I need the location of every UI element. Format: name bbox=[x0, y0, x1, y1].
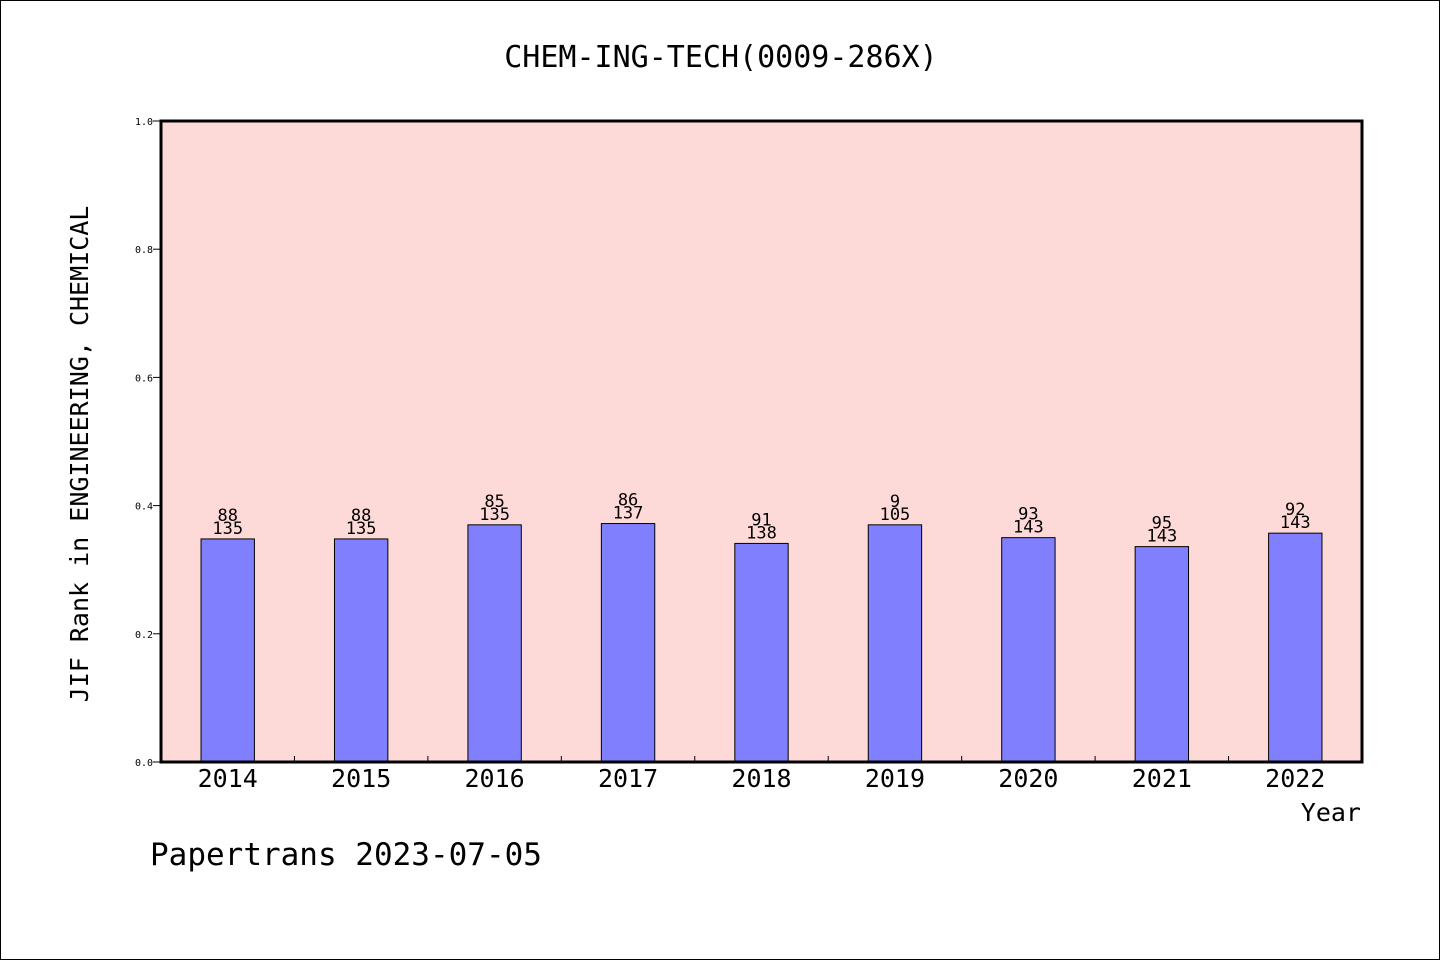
bar-total-label: 143 bbox=[1013, 518, 1044, 538]
y-tick-label: 1.0 bbox=[135, 117, 153, 128]
y-tick-label: 0.2 bbox=[135, 630, 153, 641]
bar-total-label: 105 bbox=[880, 505, 911, 525]
bar-rank-label: 92 bbox=[1285, 500, 1305, 520]
bar-total-label: 135 bbox=[346, 519, 377, 539]
y-tick-label: 0.6 bbox=[135, 373, 153, 384]
y-axis-ticks: 0.0 0.2 0.4 0.6 0.8 1.0 bbox=[135, 117, 161, 769]
x-tick-label: 2022 bbox=[1265, 764, 1325, 793]
bar-rank-label: 88 bbox=[217, 506, 237, 526]
bar-2015 bbox=[333, 538, 389, 763]
bar-rank-label: 86 bbox=[618, 491, 638, 511]
bar-rank-label: 91 bbox=[751, 510, 771, 530]
bars-layer bbox=[200, 523, 1323, 763]
bar-total-label: 137 bbox=[613, 504, 644, 524]
footer-text: Papertrans 2023-07-05 bbox=[150, 837, 542, 873]
chart-title: CHEM-ING-TECH(0009-286X) bbox=[504, 40, 937, 75]
y-tick-label: 0.4 bbox=[135, 502, 153, 513]
bar-2021 bbox=[1134, 546, 1190, 763]
bar-total-label: 143 bbox=[1146, 527, 1177, 547]
bar-rank-label: 85 bbox=[484, 492, 504, 512]
bar-2018 bbox=[734, 542, 789, 763]
bar-total-label: 143 bbox=[1280, 513, 1311, 533]
y-tick-label: 0.8 bbox=[135, 245, 153, 256]
bar-2020 bbox=[1001, 537, 1056, 763]
bar-rank-label: 93 bbox=[1018, 505, 1038, 525]
x-axis-label: Year bbox=[1301, 798, 1361, 827]
bar-total-label: 135 bbox=[212, 519, 243, 539]
bar-total-label: 138 bbox=[746, 523, 777, 543]
bar-total-label: 135 bbox=[479, 505, 510, 525]
x-tick-label: 2019 bbox=[865, 764, 925, 793]
bar-rank-label: 9 bbox=[890, 492, 900, 512]
bar-2017 bbox=[600, 523, 656, 763]
x-tick-label: 2016 bbox=[465, 764, 525, 793]
x-tick-label: 2021 bbox=[1132, 764, 1192, 793]
bar-2022 bbox=[1268, 532, 1323, 763]
bar-2014 bbox=[200, 538, 255, 763]
plot-frame bbox=[159, 119, 1364, 764]
x-axis-ticks: 2014 2015 2016 2017 2018 2019 2020 2021 2022 bbox=[198, 756, 1325, 793]
x-tick-label: 2015 bbox=[331, 764, 391, 793]
x-tick-label: 2018 bbox=[731, 764, 791, 793]
x-tick-label: 2020 bbox=[998, 764, 1058, 793]
bar-rank-label: 88 bbox=[351, 506, 371, 526]
bar-2019 bbox=[867, 524, 923, 763]
y-tick-label: 0.0 bbox=[135, 758, 153, 769]
y-axis-label: JIF Rank in ENGINEERING, CHEMICAL bbox=[65, 206, 94, 703]
x-tick-label: 2014 bbox=[198, 764, 258, 793]
bar-rank-label: 95 bbox=[1152, 514, 1172, 534]
bar-2016 bbox=[467, 524, 522, 763]
x-tick-label: 2017 bbox=[598, 764, 658, 793]
